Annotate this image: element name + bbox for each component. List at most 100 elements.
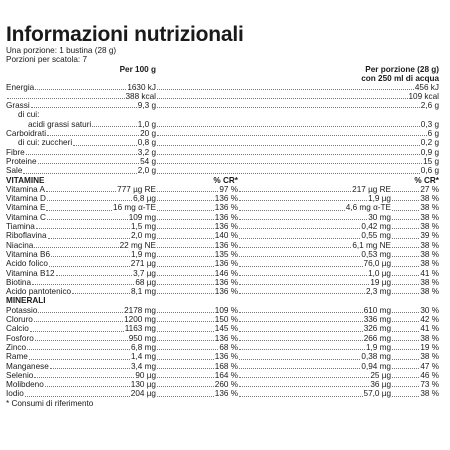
dot-leader <box>157 377 214 379</box>
nutrient-label: di cui: <box>18 110 40 120</box>
dot-leader <box>46 200 133 202</box>
portion-size: Una porzione: 1 bustina (28 g) <box>6 46 117 55</box>
nutrient-value-100: 388 kcal <box>125 91 157 101</box>
nutrient-cell-portion: 0,2 g <box>156 138 439 147</box>
dot-leader <box>157 284 214 286</box>
cr-portion: 27 % <box>420 184 439 194</box>
cr-portion: 41 % <box>420 324 439 334</box>
dot-leader <box>157 246 214 248</box>
cell-portion: 266 mg <box>238 334 391 343</box>
cr-portion: 38 % <box>420 259 439 269</box>
cell-cr-100: 136 % <box>156 194 238 203</box>
table-row: Vitamina D 6,8 µg 136 % 1,9 µg 38 % <box>6 194 444 203</box>
value-100: 271 µg <box>130 259 156 269</box>
row-label: Rame <box>6 352 28 362</box>
cr-100: 136 % <box>214 194 238 204</box>
cell-cr-100: 140 % <box>156 231 238 240</box>
nutrient-cell-portion: 456 kJ <box>156 83 439 92</box>
dot-leader <box>33 321 124 323</box>
cell-portion: 2,3 mg <box>238 287 391 296</box>
nutrient-cell-portion: 0,6 g <box>156 166 439 175</box>
dot-leader <box>392 386 420 388</box>
dot-leader <box>157 153 420 155</box>
nutrient-value-100: 1630 kJ <box>127 82 156 92</box>
dot-leader <box>392 339 420 341</box>
dot-leader <box>157 256 214 258</box>
dot-leader <box>157 135 427 137</box>
dot-leader <box>392 246 420 248</box>
value-100: 1200 mg <box>124 315 156 325</box>
cell-label-value: Vitamina D 6,8 µg <box>6 194 156 203</box>
cr-portion: 19 % <box>420 342 439 352</box>
value-portion: 25 µg <box>370 370 391 380</box>
cell-label-value: Zinco 6,8 mg <box>6 343 156 352</box>
cr-100: 260 % <box>214 380 238 390</box>
cell-cr-portion: 38 % <box>391 334 439 343</box>
dot-leader <box>157 330 214 332</box>
table-row: Cloruro 1200 mg 150 % 336 mg 42 % <box>6 315 444 324</box>
cr-100: 136 % <box>214 203 238 213</box>
dot-leader <box>392 321 420 323</box>
dot-leader <box>157 228 214 230</box>
cell-cr-portion: 38 % <box>391 213 439 222</box>
cr-portion: 30 % <box>420 305 439 315</box>
dot-leader <box>392 200 420 202</box>
row-label: Vitamina B12 <box>6 268 55 278</box>
cell-label-value: Selenio 90 µg <box>6 371 156 380</box>
value-portion: 30 mg <box>368 212 391 222</box>
cell-label-value: Acido folico 271 µg <box>6 259 156 268</box>
value-portion: 266 mg <box>363 333 391 343</box>
cell-portion: 0,38 mg <box>238 352 391 361</box>
cell-cr-100: 136 % <box>156 389 238 398</box>
dot-leader <box>239 191 352 193</box>
dot-leader <box>392 312 420 314</box>
column-headers: Per 100 g Per porzione (28 g) con 250 ml… <box>6 65 444 83</box>
dot-leader <box>46 209 113 211</box>
value-100: 2,0 mg <box>130 231 156 241</box>
header-per-portion: Per porzione (28 g) <box>365 64 439 74</box>
dot-leader <box>34 339 128 341</box>
header-per-100g: Per 100 g <box>119 64 156 74</box>
dot-leader <box>392 377 420 379</box>
minerals-header: MINERALI <box>6 296 46 306</box>
cell-portion: 336 mg <box>238 315 391 324</box>
nutrient-cell-100: Energia 1630 kJ <box>6 83 156 92</box>
dot-leader <box>239 246 352 248</box>
value-100: 777 µg RE <box>117 184 156 194</box>
value-portion: 217 µg RE <box>352 184 391 194</box>
nutrient-label: Proteine <box>6 156 37 166</box>
cell-cr-portion: 42 % <box>391 315 439 324</box>
cell-portion: 6,1 mg NE <box>238 241 391 250</box>
nutrient-cell-portion: 6 g <box>156 129 439 138</box>
cell-cr-100: 136 % <box>156 287 238 296</box>
nutrient-cell-100: Proteine 54 g <box>6 157 156 166</box>
cr-portion: 38 % <box>420 240 439 250</box>
dot-leader <box>392 349 420 351</box>
value-100: 16 mg α-TE <box>113 203 156 213</box>
table-row: Potassio 2178 mg 109 % 610 mg 30 % <box>6 306 444 315</box>
cr-100: 136 % <box>214 352 238 362</box>
cr-100: 136 % <box>214 222 238 232</box>
value-100: 6,8 mg <box>130 342 156 352</box>
value-100: 68 µg <box>135 277 156 287</box>
nutrient-cell-portion: 15 g <box>156 157 439 166</box>
value-100: 90 µg <box>135 370 156 380</box>
dot-leader <box>157 265 214 267</box>
cr-portion: 38 % <box>420 333 439 343</box>
dot-leader <box>34 246 119 248</box>
dot-leader <box>239 358 361 360</box>
table-row: Molibdeno 130 µg 260 % 36 µg 73 % <box>6 380 444 389</box>
cr-portion: 38 % <box>420 203 439 213</box>
cell-cr-portion: 39 % <box>391 231 439 240</box>
row-label: Fosforo <box>6 333 34 343</box>
table-row: Tiamina 1,5 mg 136 % 0,42 mg 38 % <box>6 222 444 231</box>
value-portion: 336 mg <box>363 315 391 325</box>
row-label: Cloruro <box>6 315 33 325</box>
dot-leader <box>239 395 363 397</box>
cell-label-value: Rame 1,4 mg <box>6 352 156 361</box>
nutrient-value-portion: 0,2 g <box>420 138 439 148</box>
cell-portion: 4,6 mg α-TE <box>238 203 391 212</box>
table-row: Acido pantotenico 8,1 mg 136 % 2,3 mg 38 % <box>6 287 444 296</box>
cell-cr-100: 136 % <box>156 203 238 212</box>
cr-portion: 38 % <box>420 352 439 362</box>
